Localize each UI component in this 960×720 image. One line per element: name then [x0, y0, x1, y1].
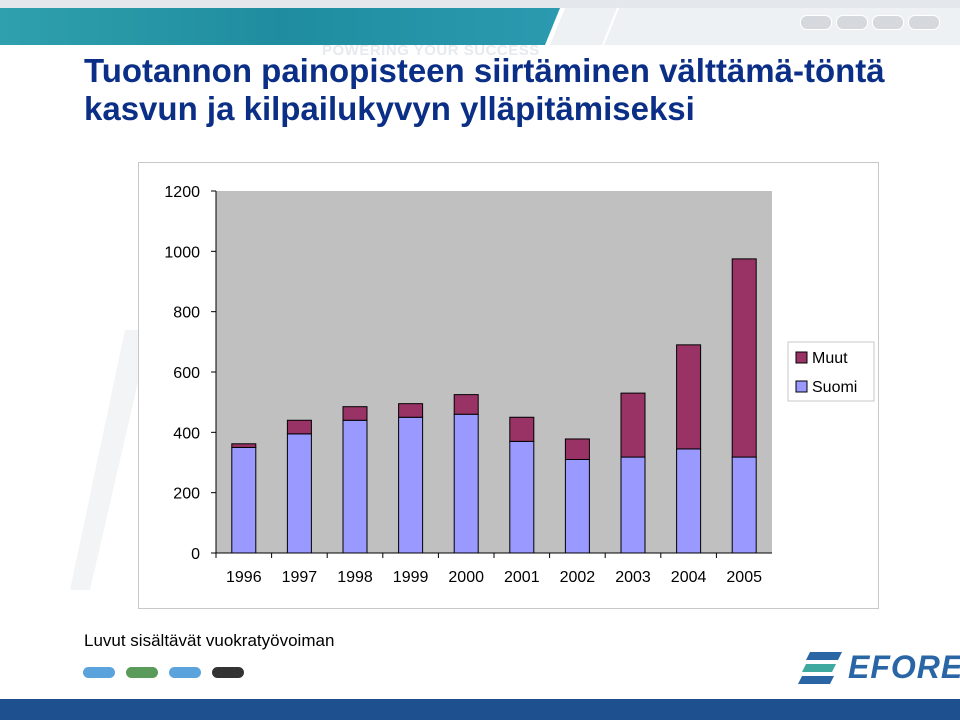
bar-suomi-1997	[286, 433, 312, 554]
header-pill	[872, 15, 904, 30]
bar-suomi-1999	[398, 416, 424, 554]
bar-muut-1996	[231, 443, 257, 448]
footer-bar	[0, 699, 960, 720]
bar-suomi-2003	[620, 456, 646, 554]
bar-muut-2000	[453, 394, 479, 415]
y-tick-label: 800	[173, 305, 200, 322]
x-tick-label: 2004	[671, 569, 707, 586]
y-tick-label: 0	[191, 546, 200, 563]
x-tick-label: 1998	[337, 569, 373, 586]
header-watermark: POWERING YOUR SUCCESS	[322, 42, 540, 59]
bar-muut-2004	[676, 344, 702, 450]
decorative-pill	[126, 667, 158, 678]
bar-muut-1998	[342, 406, 368, 421]
decorative-pill	[212, 667, 244, 678]
stacked-bar-chart: 0 200 400 600 800 1000 1200 1996 1997 1998 1999 200…	[164, 184, 875, 586]
efore-logo-icon	[798, 652, 842, 684]
bar-muut-2005	[731, 258, 757, 458]
x-tick-label: 2001	[504, 569, 540, 586]
x-tick-label: 1999	[393, 569, 429, 586]
bar-muut-2003	[620, 392, 646, 458]
bar-suomi-2002	[564, 458, 590, 554]
bar-suomi-1996	[231, 446, 257, 554]
header-pill	[836, 15, 868, 30]
x-tick-label: 1997	[282, 569, 318, 586]
slide-title: Tuotannon painopisteen siirtäminen vältt…	[84, 52, 885, 127]
y-tick-label: 400	[173, 425, 200, 442]
decorative-pill	[83, 667, 115, 678]
bar-suomi-2005	[731, 456, 757, 554]
legend-label-muut: Muut	[812, 350, 848, 367]
legend-swatch-suomi	[795, 380, 808, 393]
y-tick-label: 1000	[164, 244, 200, 261]
chart-legend: Muut Suomi	[787, 341, 875, 402]
decorative-pill	[169, 667, 201, 678]
header-pill	[908, 15, 940, 30]
x-tick-label: 2003	[615, 569, 651, 586]
bar-muut-1999	[398, 403, 424, 418]
x-tick-label: 2002	[560, 569, 596, 586]
x-tick-label: 2005	[726, 569, 762, 586]
y-tick-label: 600	[173, 365, 200, 382]
x-tick-label: 1996	[226, 569, 262, 586]
header-banner	[0, 0, 960, 45]
y-tick-label: 200	[173, 486, 200, 503]
background-shape	[70, 330, 150, 590]
efore-logo-text: EFORE	[848, 649, 960, 685]
footnote: Luvut sisältävät vuokratyövoiman	[84, 631, 335, 650]
y-tick-label: 1200	[164, 184, 200, 201]
legend-label-suomi: Suomi	[812, 379, 857, 396]
bar-suomi-2004	[676, 448, 702, 554]
x-tick-label: 2000	[448, 569, 484, 586]
bar-muut-1997	[286, 419, 312, 435]
legend-swatch-muut	[795, 351, 808, 364]
bar-suomi-1998	[342, 419, 368, 554]
bar-muut-2002	[564, 438, 590, 460]
header-pill	[800, 15, 832, 30]
bar-suomi-2000	[453, 413, 479, 554]
bar-suomi-2001	[509, 440, 535, 554]
bar-muut-2001	[509, 416, 535, 442]
